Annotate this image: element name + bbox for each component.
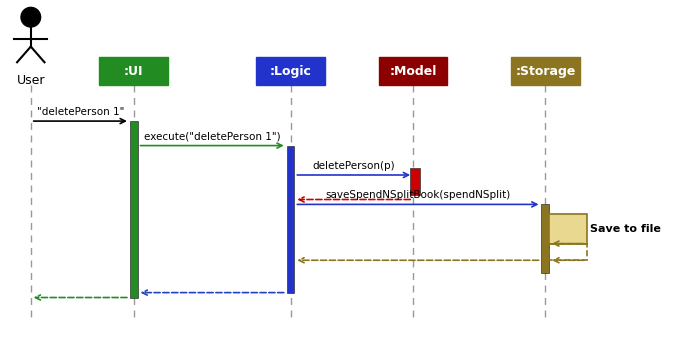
Text: :Logic: :Logic — [269, 65, 311, 77]
Bar — [286, 146, 294, 292]
Bar — [549, 244, 586, 260]
Bar — [410, 168, 420, 195]
Text: deletePerson(p): deletePerson(p) — [313, 161, 395, 171]
Text: :UI: :UI — [124, 65, 144, 77]
Circle shape — [21, 7, 41, 27]
Text: User: User — [16, 74, 45, 87]
Bar — [549, 214, 586, 244]
FancyBboxPatch shape — [100, 57, 168, 85]
Text: saveSpendNSplitBook(spendNSplit): saveSpendNSplitBook(spendNSplit) — [326, 191, 510, 200]
Text: execute("deletePerson 1"): execute("deletePerson 1") — [144, 132, 280, 142]
Text: :Storage: :Storage — [515, 65, 575, 77]
FancyBboxPatch shape — [256, 57, 325, 85]
Text: "deletePerson 1": "deletePerson 1" — [37, 107, 124, 117]
FancyBboxPatch shape — [378, 57, 447, 85]
FancyBboxPatch shape — [511, 57, 580, 85]
Text: Save to file: Save to file — [590, 224, 661, 234]
Bar — [130, 121, 137, 297]
Bar — [542, 205, 549, 273]
Text: :Model: :Model — [389, 65, 437, 77]
